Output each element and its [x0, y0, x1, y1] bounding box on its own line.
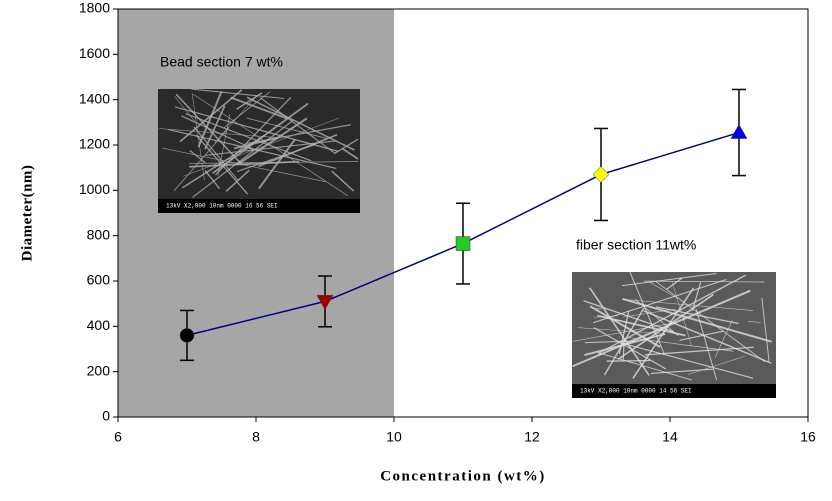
sem-caption-bar	[158, 199, 360, 213]
sem-fiber	[592, 278, 727, 324]
y-tick-label: 600	[87, 272, 111, 288]
sem-fiber	[189, 161, 359, 164]
sem-fiber	[649, 281, 679, 299]
sem-fiber	[589, 305, 661, 348]
sem-fiber	[643, 280, 765, 283]
sem-caption: 13kV X2,000 10nm 0000 16 56 SEI	[166, 203, 278, 210]
sem-fiber	[643, 310, 772, 364]
marker	[592, 166, 610, 183]
sem-fiber	[236, 92, 263, 110]
y-axis-label: Diameter(nm)	[19, 165, 35, 262]
sem-fiber	[629, 271, 665, 354]
sem-fiber	[584, 340, 636, 344]
y-tick-label: 1400	[79, 90, 110, 106]
sem-fiber	[583, 300, 674, 333]
sem-fiber	[688, 355, 746, 375]
plot-frame	[117, 8, 809, 418]
sem-fiber	[204, 169, 221, 190]
sem-fiber	[714, 319, 733, 358]
x-tick-label: 6	[114, 429, 122, 445]
x-tick-label: 8	[252, 429, 260, 445]
sem-fiber	[342, 148, 359, 160]
sem-fiber	[622, 299, 754, 311]
sem-fiber	[671, 282, 692, 347]
sem-caption-bar	[572, 384, 776, 398]
sem-fiber	[656, 306, 739, 325]
y-tick-label: 1000	[79, 181, 110, 197]
y-tick-label: 400	[87, 317, 111, 333]
sem-fiber	[246, 96, 355, 151]
annotation: fiber section 11wt%	[576, 237, 696, 253]
sem-fiber	[236, 143, 317, 173]
x-tick-label: 14	[662, 429, 678, 445]
sem-fiber	[761, 297, 770, 362]
sem-fiber	[617, 293, 714, 361]
sem-fiber	[236, 117, 308, 166]
sem-fiber	[666, 277, 683, 291]
sem-fiber	[621, 273, 717, 287]
sem-fiber	[193, 126, 239, 181]
sem-fiber	[225, 169, 250, 192]
sem-fiber	[606, 359, 651, 362]
marker	[179, 328, 195, 343]
sem-fiber	[655, 281, 766, 363]
sem-fiber	[230, 96, 288, 120]
annotation: Bead section 7 wt%	[160, 54, 283, 70]
y-tick-label: 1200	[79, 136, 110, 152]
y-tick-label: 1600	[79, 45, 110, 61]
sem-fiber	[650, 368, 713, 375]
x-axis-label: Concentration (wt%)	[380, 468, 546, 484]
marker	[316, 295, 334, 310]
sem-fiber	[189, 150, 206, 164]
y-tick-label: 200	[87, 362, 111, 378]
sem-fiber	[331, 170, 355, 192]
sem-fiber	[175, 93, 242, 165]
marker	[455, 236, 471, 251]
x-tick-label: 12	[524, 429, 540, 445]
sem-fiber	[217, 114, 231, 177]
sem-fiber	[159, 128, 277, 138]
sem-fiber	[162, 147, 326, 183]
sem-fiber	[572, 289, 751, 368]
sem-caption: 13kV X2,000 10nm 0000 14 56 SEI	[580, 388, 692, 395]
sem-fiber	[181, 134, 266, 189]
sem-fiber	[214, 94, 259, 143]
sem-fiber	[175, 106, 339, 153]
sem-fiber	[748, 321, 761, 323]
sem-fiber	[644, 346, 754, 356]
sem-fiber	[593, 327, 667, 370]
sem-fiber	[691, 282, 702, 311]
sem-fiber	[622, 298, 772, 343]
sem-fiber	[192, 119, 295, 198]
marker	[730, 124, 748, 139]
sem-fiber	[259, 97, 336, 155]
x-tick-label: 16	[800, 429, 816, 445]
y-tick-label: 800	[87, 226, 111, 242]
x-tick-label: 10	[386, 429, 402, 445]
sem-fiber	[679, 330, 724, 341]
sem-fiber	[577, 327, 663, 334]
y-tick-label: 1800	[79, 0, 110, 16]
sem-fiber	[204, 105, 226, 150]
y-tick-label: 0	[102, 408, 110, 424]
sem-fiber	[618, 341, 754, 379]
sem-fiber	[257, 138, 296, 190]
sem-fiber	[246, 117, 328, 139]
sem-fiber	[632, 287, 695, 379]
sem-fiber	[572, 323, 672, 342]
